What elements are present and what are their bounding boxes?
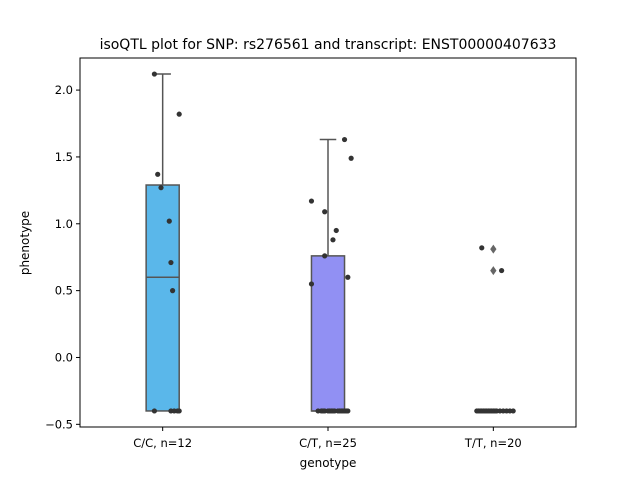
plot-area: [145, 71, 516, 414]
data-point: [348, 155, 354, 161]
data-point: [169, 288, 176, 294]
x-tick-label: C/C, n=12: [133, 436, 192, 450]
chart-title: isoQTL plot for SNP: rs276561 and transc…: [100, 37, 557, 53]
data-point: [510, 408, 516, 414]
points-group: [151, 71, 182, 414]
x-tick-label: C/T, n=25: [299, 436, 357, 450]
y-tick-label: 0.5: [55, 284, 73, 298]
y-tick-label: −0.5: [45, 417, 73, 431]
data-point: [479, 245, 485, 251]
outlier-marker: [490, 266, 497, 276]
outlier-marker: [490, 244, 497, 254]
data-point: [341, 136, 348, 143]
data-point: [345, 408, 351, 414]
x-axis-label: genotype: [300, 456, 357, 470]
box-group: [145, 73, 180, 412]
points-group: [474, 245, 516, 414]
data-point: [322, 209, 328, 215]
data-point: [330, 237, 336, 243]
data-point: [322, 253, 328, 259]
y-tick-label: 2.0: [55, 83, 73, 97]
box-body: [310, 255, 346, 412]
y-tick-label: 1.5: [55, 150, 73, 164]
y-axis: −0.5 0.0 0.5 1.0 1.5 2.0: [45, 83, 80, 431]
plot-frame: [79, 57, 577, 428]
y-tick-label: 1.0: [55, 217, 73, 231]
data-point: [168, 259, 174, 266]
data-point: [155, 171, 161, 177]
data-point: [308, 281, 315, 287]
data-point: [158, 185, 164, 191]
data-point: [345, 274, 351, 280]
data-point: [333, 227, 339, 234]
data-point: [166, 218, 172, 224]
box-body: [145, 184, 180, 412]
data-point: [176, 408, 182, 414]
data-point: [308, 198, 315, 204]
y-tick-label: 0.0: [55, 350, 73, 364]
y-axis-label: phenotype: [18, 211, 32, 275]
data-point: [499, 267, 505, 274]
x-axis: C/C, n=12 C/T, n=25 T/T, n=20: [133, 427, 522, 450]
x-tick-label: T/T, n=20: [464, 436, 522, 450]
data-point: [176, 111, 182, 117]
data-point: [151, 408, 157, 414]
data-point: [151, 71, 157, 77]
points-group: [308, 136, 354, 414]
